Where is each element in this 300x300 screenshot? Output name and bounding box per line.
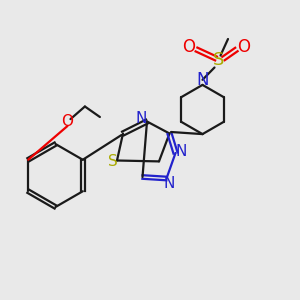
- Text: O: O: [237, 38, 250, 56]
- Text: N: N: [176, 144, 187, 159]
- Text: O: O: [182, 38, 195, 56]
- Text: O: O: [61, 114, 74, 129]
- Text: S: S: [108, 154, 117, 169]
- Text: S: S: [213, 51, 225, 69]
- Text: N: N: [196, 71, 209, 89]
- Text: N: N: [135, 111, 147, 126]
- Text: N: N: [164, 176, 175, 190]
